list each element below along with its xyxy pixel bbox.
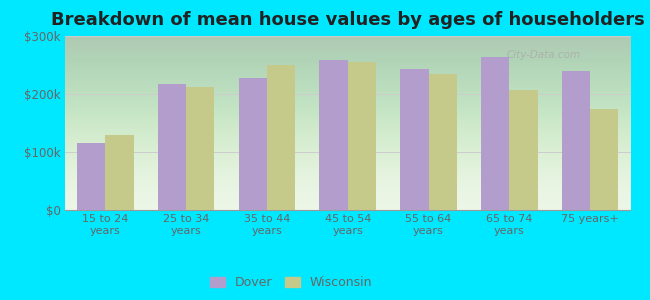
- Bar: [562, 71, 590, 210]
- Bar: [320, 60, 348, 210]
- Bar: [590, 109, 618, 210]
- Bar: [105, 135, 134, 210]
- Bar: [428, 74, 457, 210]
- Bar: [510, 90, 538, 210]
- Bar: [186, 87, 214, 210]
- Bar: [239, 78, 267, 210]
- Bar: [400, 69, 428, 210]
- Bar: [348, 62, 376, 210]
- Bar: [77, 143, 105, 210]
- Text: City-Data.com: City-Data.com: [506, 50, 580, 60]
- Legend: Dover, Wisconsin: Dover, Wisconsin: [205, 271, 378, 294]
- Bar: [158, 84, 186, 210]
- Title: Breakdown of mean house values by ages of householders: Breakdown of mean house values by ages o…: [51, 11, 645, 29]
- Bar: [267, 65, 295, 210]
- Bar: [481, 58, 510, 210]
